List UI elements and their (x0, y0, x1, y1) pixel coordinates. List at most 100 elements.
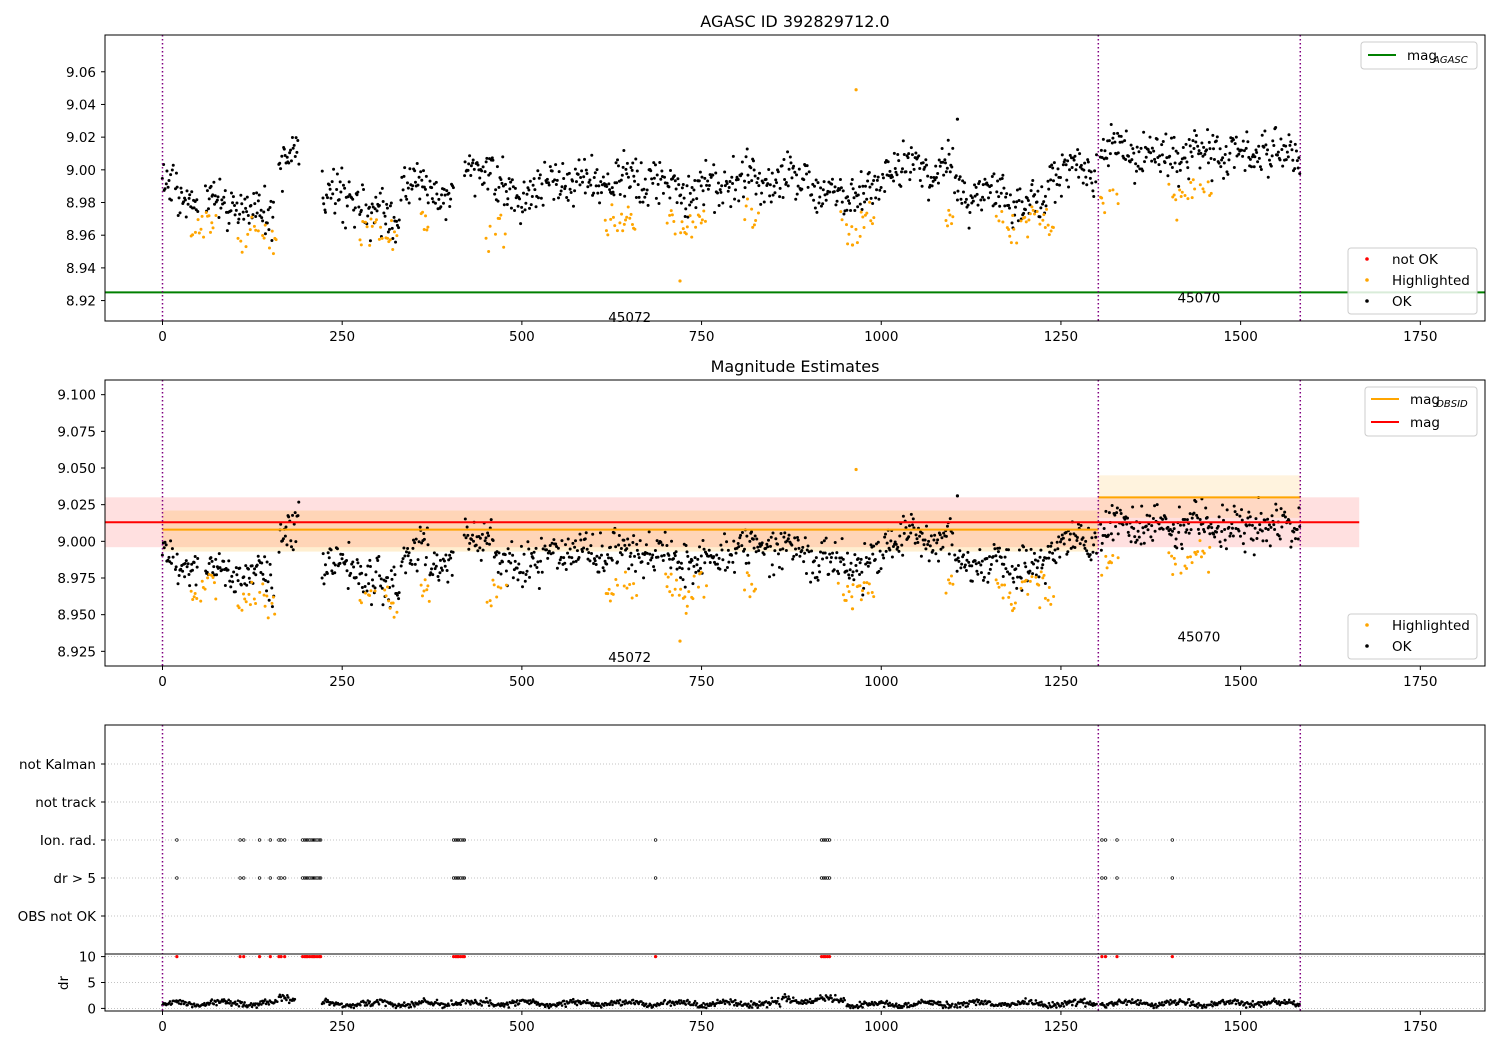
ok-point (216, 195, 220, 199)
ok-point (573, 167, 577, 171)
highlighted-point (237, 606, 241, 610)
dr-point (250, 1005, 254, 1009)
ok-point (805, 548, 809, 552)
dr-point (663, 998, 667, 1002)
flag-point (313, 876, 317, 880)
dr-point (988, 1000, 992, 1004)
ok-point (1133, 181, 1137, 185)
ok-point (950, 543, 954, 547)
ok-point (482, 181, 486, 185)
ok-point (1090, 181, 1094, 185)
dr-point (1150, 1002, 1154, 1005)
ok-point (269, 573, 273, 577)
panel-magnitude-estimates: Magnitude Estimates 45072 45070 0 250 500 7… (57, 357, 1486, 690)
ok-point (782, 535, 786, 539)
ok-point (815, 575, 819, 579)
highlighted-point (1173, 562, 1177, 566)
dr-point (469, 1003, 472, 1006)
ok-point (981, 183, 985, 187)
dr-point (1191, 1000, 1195, 1003)
highlighted-point (374, 218, 378, 222)
ok-point (280, 154, 284, 158)
ok-point (1181, 146, 1185, 150)
highlighted-point (386, 585, 390, 589)
ok-point (899, 184, 903, 188)
ok-point (815, 210, 819, 214)
ok-point (404, 550, 408, 554)
dr-point (571, 997, 575, 1001)
ok-point (368, 564, 372, 568)
ok-point (1184, 142, 1188, 146)
ok-point (377, 555, 381, 559)
highlighted-point (1034, 575, 1038, 579)
ok-point (1207, 525, 1211, 529)
dr-point (328, 1003, 331, 1007)
ok-point (413, 180, 417, 184)
dr-point (999, 1004, 1003, 1008)
ok-point (509, 206, 513, 210)
highlighted-point (604, 229, 608, 233)
ok-point (1137, 535, 1141, 539)
ok-point (415, 161, 419, 165)
highlighted-point (422, 227, 426, 231)
highlighted-point (699, 570, 703, 574)
ok-point (260, 561, 264, 565)
ok-point (388, 204, 392, 208)
ok-point (576, 172, 580, 176)
ok-point (1141, 169, 1145, 173)
flag-point (175, 876, 179, 880)
ok-point (164, 543, 168, 547)
dr-point (279, 995, 283, 999)
ok-point (171, 555, 175, 559)
ok-point (406, 547, 410, 551)
ok-point (1055, 182, 1059, 186)
highlighted-point (859, 598, 863, 602)
highlighted-point (239, 239, 243, 243)
ok-point (1254, 148, 1258, 152)
legend-dot (1365, 278, 1369, 282)
dr-point (212, 1002, 216, 1006)
highlighted-point (870, 222, 874, 226)
ok-point (1225, 508, 1229, 512)
ok-point (784, 548, 788, 552)
ok-point (590, 153, 594, 157)
ok-point (1274, 502, 1278, 506)
flag-point (461, 876, 465, 880)
ok-point (850, 177, 854, 181)
ok-point (866, 179, 870, 183)
ok-point (1293, 142, 1297, 146)
ok-point (524, 573, 528, 577)
ok-point (766, 545, 770, 549)
ok-point (257, 193, 261, 197)
highlighted-point (630, 222, 634, 226)
ok-point (545, 177, 549, 181)
ok-point (234, 566, 238, 570)
ok-point (1182, 523, 1186, 527)
dr-point (594, 1004, 597, 1007)
highlighted-point (1116, 202, 1120, 206)
ok-point (169, 198, 173, 202)
ok-point (271, 215, 275, 219)
ok-point (965, 558, 969, 562)
ok-point (1236, 147, 1240, 151)
ok-point (374, 195, 378, 199)
dr-point (938, 1000, 942, 1004)
ok-point (185, 189, 189, 193)
ok-point (335, 547, 339, 551)
ok-point (566, 551, 570, 555)
ok-point (1109, 122, 1113, 126)
dr-point (555, 1004, 558, 1008)
highlighted-point (840, 218, 844, 222)
ok-point (606, 172, 610, 176)
ok-point (955, 198, 959, 202)
ok-point (779, 531, 783, 535)
ok-point (847, 199, 851, 203)
ok-point (667, 185, 671, 189)
ok-point (506, 547, 510, 551)
ok-point (222, 201, 226, 205)
flag-point (175, 838, 179, 842)
ok-point (590, 551, 594, 555)
highlighted-point (1172, 193, 1176, 197)
dr-point (958, 1005, 962, 1009)
ok-point (425, 193, 429, 197)
